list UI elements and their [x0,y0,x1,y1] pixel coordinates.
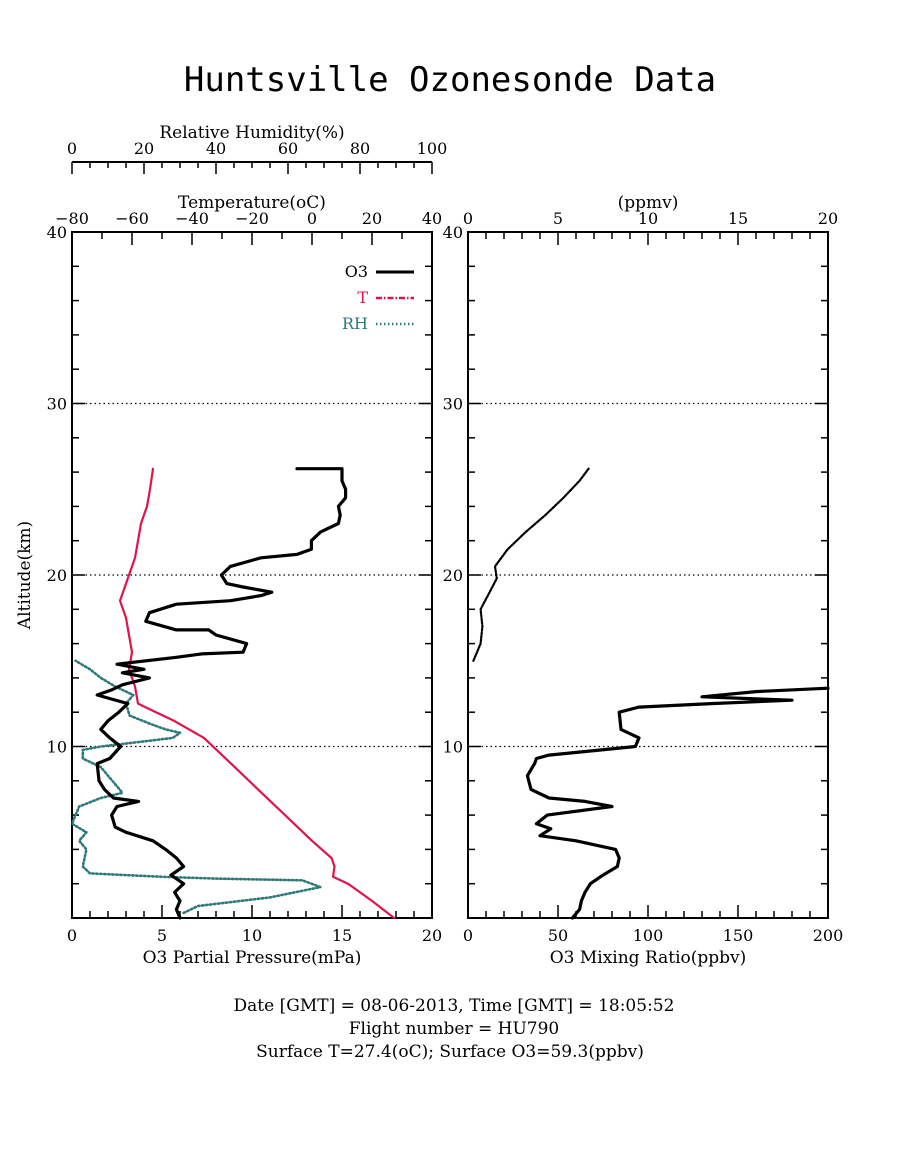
right-panel-ytick-label: 40 [443,223,463,242]
right-panel-ytick-label: 10 [443,738,463,757]
left-panel-ytick-label: 20 [47,566,67,585]
o3-mixing-ratio-ppbv-line [525,686,830,920]
ppmv-axis-tick-label: 5 [553,209,563,228]
footer-date-time: Date [GMT] = 08-06-2013, Time [GMT] = 18… [234,996,675,1016]
altitude-axis-label: Altitude(km) [15,521,35,630]
ppmv-axis-label: (ppmv) [618,193,679,213]
pressure-axis-tick-label: 10 [242,926,262,945]
footer-flight-number: Flight number = HU790 [349,1019,559,1039]
temperature-axis-tick-label: −80 [55,209,89,228]
temperature-axis-tick-label: −20 [235,209,269,228]
humidity-axis-label: Relative Humidity(%) [159,123,344,143]
left-panel-ytick-label: 30 [47,395,67,414]
legend-label-rh: RH [342,314,368,333]
humidity-axis-tick-label: 60 [278,139,298,158]
right-panel-ytick-label: 20 [443,566,463,585]
left-panel-ytick-label: 40 [47,223,67,242]
legend-label-o3: O3 [345,262,368,281]
o3-mixing-ratio-ppmv-line [472,467,590,662]
humidity-axis-tick-label: 80 [350,139,370,158]
ppmv-axis-tick-label: 15 [728,209,748,228]
ppmv-axis-tick-label: 10 [638,209,658,228]
mixing-ratio-axis-tick-label: 200 [813,926,844,945]
left-panel-ytick-label: 10 [47,738,67,757]
humidity-axis-tick-label: 40 [206,139,226,158]
pressure-axis-tick-label: 5 [157,926,167,945]
temperature-axis-label: Temperature(oC) [178,193,326,213]
humidity-axis-tick-label: 100 [417,139,448,158]
temperature-axis-tick-label: 20 [362,209,382,228]
right-panel-ytick-label: 30 [443,395,463,414]
temperature-axis-tick-label: 0 [307,209,317,228]
mixing-ratio-axis-tick-label: 100 [633,926,664,945]
pressure-axis-tick-label: 15 [332,926,352,945]
chart-title: Huntsville Ozonesonde Data [184,60,716,100]
humidity-axis-tick-label: 0 [67,139,77,158]
o3-partial-pressure-line [95,467,348,920]
ppmv-axis-tick-label: 0 [463,209,473,228]
mixing-ratio-axis-tick-label: 0 [463,926,473,945]
partial-pressure-axis-label: O3 Partial Pressure(mPa) [143,948,362,968]
mixing-ratio-axis-tick-label: 50 [548,926,568,945]
temperature-axis-tick-label: −60 [115,209,149,228]
footer-surface-values: Surface T=27.4(oC); Surface O3=59.3(ppbv… [256,1042,644,1062]
rh-profile-line [70,659,322,915]
humidity-axis-tick-label: 20 [134,139,154,158]
temperature-axis-tick-label: −40 [175,209,209,228]
ppmv-axis-tick-label: 20 [818,209,838,228]
temperature-profile-line [118,467,396,920]
legend-label-t: T [357,288,368,307]
temperature-axis-tick-label: 40 [422,209,442,228]
pressure-axis-tick-label: 0 [67,926,77,945]
mixing-ratio-axis-label: O3 Mixing Ratio(ppbv) [550,948,747,968]
mixing-ratio-axis-tick-label: 150 [723,926,754,945]
pressure-axis-tick-label: 20 [422,926,442,945]
